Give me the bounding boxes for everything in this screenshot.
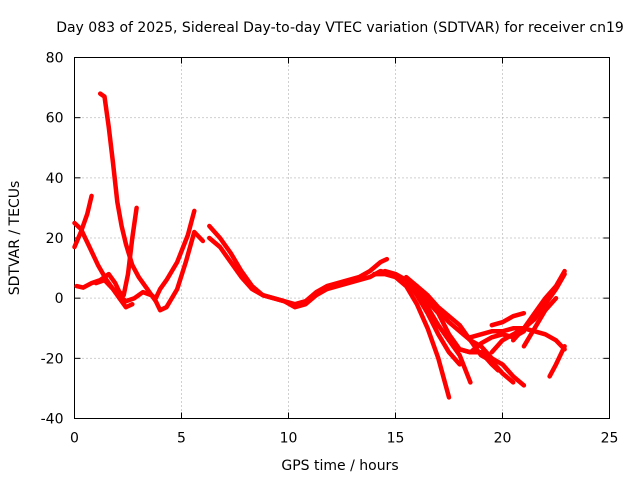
series-line-track-15: [468, 326, 567, 352]
series-line-track-20: [547, 344, 567, 379]
x-tick-labels: 0 5 10 15 20 25: [70, 431, 618, 447]
chart-title: Day 083 of 2025, Sidereal Day-to-day VTE…: [56, 20, 624, 36]
series-line-track-4: [97, 91, 206, 313]
x-tick-label: 20: [494, 431, 512, 447]
y-tick-label: -20: [41, 351, 64, 367]
series-line-track-5: [93, 277, 135, 310]
series-line-track-8: [371, 271, 452, 400]
y-tick-label: -40: [41, 412, 64, 428]
grid: [74, 57, 610, 419]
y-tick-label: 60: [46, 111, 64, 127]
x-axis-label: GPS time / hours: [281, 458, 398, 474]
x-tick-label: 5: [177, 431, 186, 447]
y-axis-label: SDTVAR / TECUs: [7, 181, 23, 296]
series-line-track-18: [510, 268, 567, 343]
x-tick-label: 0: [70, 431, 79, 447]
y-tick-label: 40: [46, 171, 64, 187]
series-line-track-7: [207, 235, 390, 307]
y-tick-labels: -40 -20 0 20 40 60 80: [41, 51, 64, 428]
series-line-track-6: [207, 223, 394, 310]
y-tick-label: 20: [46, 231, 64, 247]
x-tick-label: 10: [280, 431, 298, 447]
series-line-track-12: [414, 283, 516, 385]
series-line-track-13: [436, 307, 527, 388]
series-line-track-2: [72, 208, 197, 304]
series-line-track-16: [489, 310, 527, 328]
series-line-track-1: [72, 193, 94, 250]
data-series: [72, 91, 567, 400]
y-tick-label: 80: [46, 51, 64, 67]
axis-ticks: [74, 57, 610, 419]
series-line-track-19: [521, 295, 559, 349]
x-tick-label: 15: [387, 431, 405, 447]
y-tick-label: 0: [55, 291, 64, 307]
series-line-track-10: [393, 271, 473, 385]
x-tick-label: 25: [601, 431, 619, 447]
